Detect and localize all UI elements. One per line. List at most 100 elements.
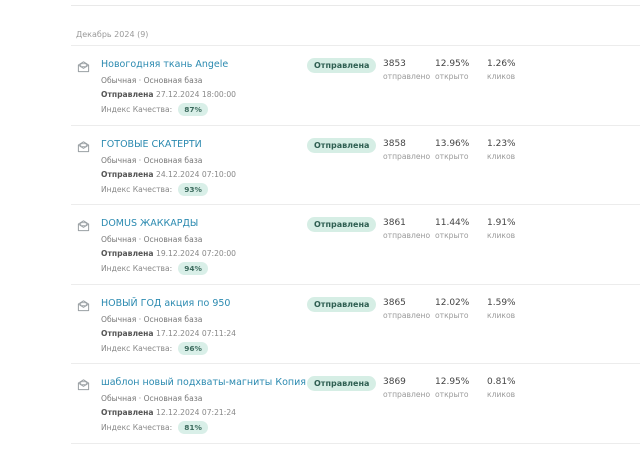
quality-label: Индекс Качества: [101, 105, 173, 114]
quality-index: Индекс Качества: 96% [101, 341, 208, 355]
stat-open: 12.02% открыто [435, 298, 469, 320]
stat-sent-label: отправлено [383, 310, 431, 320]
quality-label: Индекс Качества: [101, 423, 173, 432]
stat-click-value: 1.26% [487, 59, 516, 69]
stat-sent: 3861 отправлено [383, 218, 430, 240]
sent-date-value: 19.12.2024 07:20:00 [155, 249, 236, 258]
campaign-type: Обычная · Основная база [101, 76, 203, 85]
campaign-row[interactable]: НОВЫЙ ГОД акция по 950 Обычная · Основна… [71, 283, 640, 364]
stat-open-label: открыто [435, 231, 469, 240]
campaign-row[interactable]: ГОТОВЫЕ СКАТЕРТИ Обычная · Основная база… [71, 124, 640, 205]
stat-open: 11.44% открыто [435, 218, 469, 240]
stat-open-value: 11.44% [435, 218, 470, 228]
stat-sent-value: 3861 [383, 218, 406, 228]
stat-sent: 3858 отправлено [383, 139, 430, 161]
stat-click-value: 1.91% [487, 218, 516, 228]
quality-index: Индекс Качества: 81% [101, 421, 208, 434]
quality-label: Индекс Качества: [101, 264, 173, 273]
status-badge: Отправлена [307, 217, 377, 232]
campaign-title-link[interactable]: ГОТОВЫЕ СКАТЕРТИ [101, 138, 202, 150]
quality-label: Индекс Качества: [101, 343, 173, 353]
campaign-type: Обычная · Основная база [101, 314, 203, 324]
status-badge: Отправлена [307, 58, 377, 73]
stat-sent-value: 3865 [383, 297, 406, 308]
sent-label: Отправлена [101, 408, 154, 417]
quality-index: Индекс Качества: 87% [101, 103, 208, 116]
campaign-title-link[interactable]: Новогодняя ткань Angele [101, 59, 229, 70]
month-group-header: Декабрь 2024 (9) [76, 30, 149, 39]
stat-click: 1.23% кликов [487, 139, 516, 161]
quality-index: Индекс Качества: 93% [101, 182, 208, 196]
campaign-title-link[interactable]: НОВЫЙ ГОД акция по 950 [101, 297, 231, 309]
campaign-row[interactable]: DOMUS ЖАККАРДЫ Обычная · Основная база О… [71, 204, 640, 284]
quality-badge: 93% [178, 182, 208, 196]
stat-sent-value: 3858 [383, 138, 406, 149]
envelope-icon [77, 140, 90, 152]
stat-sent-label: отправлено [383, 231, 431, 240]
stat-open: 12.95% открыто [435, 59, 469, 81]
stat-click: 1.91% кликов [487, 218, 516, 240]
sent-date-value: 24.12.2024 07:10:00 [155, 169, 236, 179]
stat-click-value: 0.81% [487, 377, 516, 387]
campaign-title-link[interactable]: DOMUS ЖАККАРДЫ [101, 218, 199, 229]
sent-label: Отправлена [101, 249, 154, 258]
quality-index: Индекс Качества: 94% [101, 262, 208, 275]
stat-sent: 3865 отправлено [383, 298, 430, 320]
stat-open-value: 12.95% [435, 59, 470, 69]
envelope-icon [77, 61, 90, 73]
top-divider [71, 5, 640, 6]
quality-badge: 87% [178, 103, 208, 116]
sent-label: Отправлена [101, 169, 154, 179]
stat-open-label: открыто [435, 390, 469, 399]
campaign-sent-date: Отправлена 24.12.2024 07:10:00 [101, 170, 236, 179]
quality-badge: 81% [178, 421, 208, 434]
envelope-icon [77, 220, 90, 232]
campaign-type: Обычная · Основная база [101, 235, 203, 244]
stat-open-label: открыто [435, 310, 469, 320]
stat-sent-value: 3869 [383, 377, 406, 387]
stat-open: 12.95% открыто [435, 377, 469, 399]
stat-open-value: 13.96% [435, 138, 470, 149]
stat-open-value: 12.02% [435, 297, 470, 308]
stat-click: 1.59% кликов [487, 298, 516, 320]
campaign-title-link[interactable]: шаблон новый подхваты-магниты Копия [101, 377, 306, 388]
stat-click-label: кликов [487, 390, 516, 399]
status-badge: Отправлена [307, 137, 377, 153]
campaign-type: Обычная · Основная база [101, 394, 203, 403]
stat-sent: 3853 отправлено [383, 59, 430, 81]
sent-label: Отправлена [101, 90, 154, 99]
campaign-sent-date: Отправлена 12.12.2024 07:21:24 [101, 408, 236, 417]
quality-badge: 94% [178, 262, 208, 275]
stat-click-value: 1.23% [487, 138, 516, 149]
stat-click: 1.26% кликов [487, 59, 516, 81]
stat-click-label: кликов [487, 310, 516, 320]
sent-date-value: 17.12.2024 07:11:24 [155, 328, 236, 338]
quality-badge: 96% [178, 341, 208, 355]
campaign-sent-date: Отправлена 27.12.2024 18:00:00 [101, 90, 236, 99]
campaign-sent-date: Отправлена 17.12.2024 07:11:24 [101, 329, 236, 338]
stat-sent-label: отправлено [383, 72, 431, 81]
envelope-icon [77, 299, 90, 311]
stat-open: 13.96% открыто [435, 139, 469, 161]
stat-open-label: открыто [435, 72, 469, 81]
envelope-icon [77, 379, 90, 391]
status-badge: Отправлена [307, 376, 377, 391]
sent-date-value: 27.12.2024 18:00:00 [155, 90, 236, 99]
stat-sent-label: отправлено [383, 390, 431, 399]
stat-sent: 3869 отправлено [383, 377, 430, 399]
campaign-row[interactable]: шаблон новый подхваты-магниты Копия Обыч… [71, 363, 640, 444]
quality-label: Индекс Качества: [101, 184, 173, 194]
stat-open-value: 12.95% [435, 377, 470, 387]
stat-sent-label: отправлено [383, 151, 431, 161]
stat-click: 0.81% кликов [487, 377, 516, 399]
stat-click-label: кликов [487, 231, 516, 240]
stat-open-label: открыто [435, 151, 469, 161]
stat-sent-value: 3853 [383, 59, 406, 69]
stat-click-value: 1.59% [487, 297, 516, 308]
campaign-row[interactable]: Новогодняя ткань Angele Обычная · Основн… [71, 45, 640, 125]
sent-date-value: 12.12.2024 07:21:24 [155, 408, 236, 417]
status-badge: Отправлена [307, 296, 377, 312]
sent-label: Отправлена [101, 328, 154, 338]
stat-click-label: кликов [487, 151, 516, 161]
stat-click-label: кликов [487, 72, 516, 81]
